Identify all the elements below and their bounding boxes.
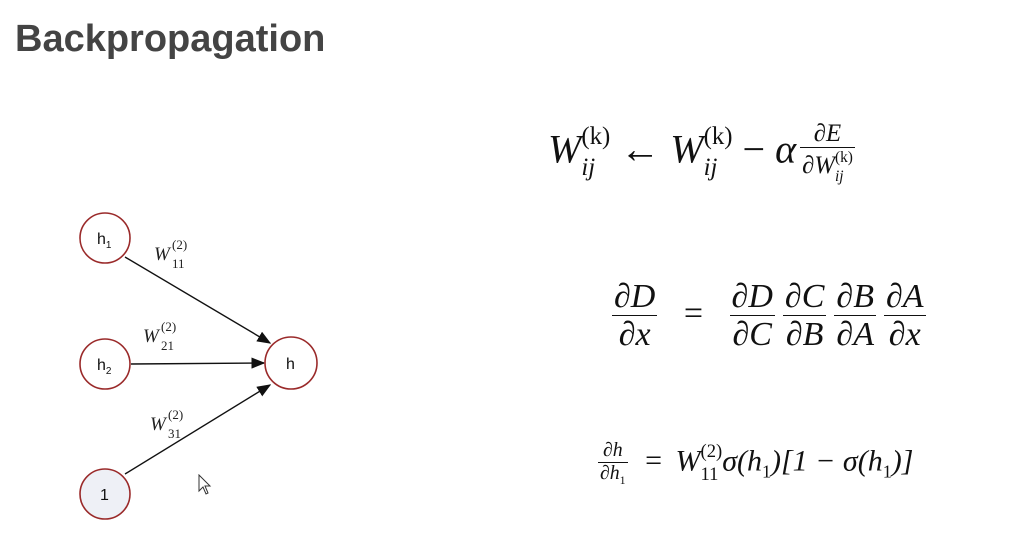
node-h-label: h <box>286 356 295 373</box>
eq1-lhs-w: W <box>548 126 582 172</box>
node-bias-label: 1 <box>100 487 109 504</box>
eq2-lhs-den: ∂x <box>618 316 651 354</box>
equation-derivative: ∂h ∂h1 = W (2) 11 σ(h1)[1 − σ(h1)] <box>594 439 914 487</box>
svg-text:h2: h2 <box>97 357 112 377</box>
eq3-w-sub: 11 <box>700 464 719 486</box>
svg-text:(2): (2) <box>168 407 183 422</box>
node-h2-base: h <box>97 357 106 374</box>
eq1-rhs-sup: (k) <box>703 123 733 151</box>
eq1-lhs-sub: ij <box>581 154 596 182</box>
edge-bias-to-h <box>124 384 272 475</box>
svg-text:h1: h1 <box>97 231 112 251</box>
node-h1-base: h <box>97 231 106 248</box>
eq3-num: ∂h <box>598 439 628 463</box>
eq2-equals: = <box>683 294 704 332</box>
eq1-minus: − <box>742 126 766 172</box>
eq2-factor-1: ∂D ∂C <box>729 278 775 354</box>
slide-title: Backpropagation <box>15 18 326 60</box>
svg-text:11: 11 <box>172 256 185 271</box>
eq3-w-sup: (2) <box>700 441 723 463</box>
eq3-w: W <box>675 444 701 478</box>
eq1-lhs-sup: (k) <box>581 123 611 151</box>
edge-h2-to-h <box>130 357 266 369</box>
eq1-rhs-w: W <box>670 126 704 172</box>
weight-label-w11: W (2) 11 <box>154 237 187 271</box>
svg-text:W: W <box>154 244 172 265</box>
eq3-tail-2-sub: 1 <box>882 461 892 482</box>
svg-text:31: 31 <box>168 426 181 441</box>
node-h-output: h <box>264 336 318 390</box>
svg-text:(2): (2) <box>161 319 176 334</box>
eq3-tail-1-sub: 1 <box>762 461 772 482</box>
eq2-lhs-num: ∂D <box>612 278 658 317</box>
eq3-equals: = <box>645 444 663 478</box>
svg-text:W: W <box>150 414 168 435</box>
eq1-alpha: α <box>775 126 797 172</box>
eq3-tail-1: σ(h <box>722 444 763 478</box>
node-h1-sub: 1 <box>106 240 112 251</box>
eq3-fraction: ∂h ∂h1 <box>598 439 628 487</box>
svg-text:21: 21 <box>161 338 174 353</box>
svg-text:W: W <box>143 326 161 347</box>
node-h2: h2 <box>79 338 131 390</box>
weight-label-w31: W (2) 31 <box>150 407 183 441</box>
node-h1: h1 <box>79 212 131 264</box>
eq3-tail-3: )] <box>891 444 914 478</box>
svg-text:(2): (2) <box>172 237 187 252</box>
edge-h1-to-h <box>124 256 272 344</box>
equation-update-rule: W (k) ij ← W (k) ij − α ∂E ∂W (k) ij <box>548 120 859 187</box>
eq1-frac-num: ∂E <box>800 120 855 149</box>
eq1-frac-den-sup: (k) <box>834 149 853 167</box>
eq2-lhs-fraction: ∂D ∂x <box>612 278 658 354</box>
eq2-factor-4: ∂A ∂x <box>883 278 926 354</box>
node-h2-sub: 2 <box>106 366 112 377</box>
eq3-den: ∂h <box>600 461 620 484</box>
eq3-den-sub: 1 <box>619 472 626 487</box>
eq1-rhs-sub: ij <box>703 154 718 182</box>
weight-label-w21: W (2) 21 <box>143 319 176 353</box>
eq1-frac-den-w: ∂W <box>802 152 835 180</box>
mouse-cursor-icon <box>198 474 212 495</box>
eq2-factor-2: ∂C ∂B <box>782 278 827 354</box>
eq3-tail-2: )[1 − σ(h <box>771 444 883 478</box>
eq2-factor-3: ∂B ∂A <box>834 278 876 354</box>
eq1-fraction: ∂E ∂W (k) ij <box>800 120 855 187</box>
eq1-frac-den-sub: ij <box>834 168 844 186</box>
equation-chain-rule: ∂D ∂x = ∂D ∂C ∂C ∂B ∂B ∂A ∂A ∂x <box>608 278 930 354</box>
eq1-arrow: ← <box>620 126 661 172</box>
node-bias: 1 <box>79 468 131 520</box>
